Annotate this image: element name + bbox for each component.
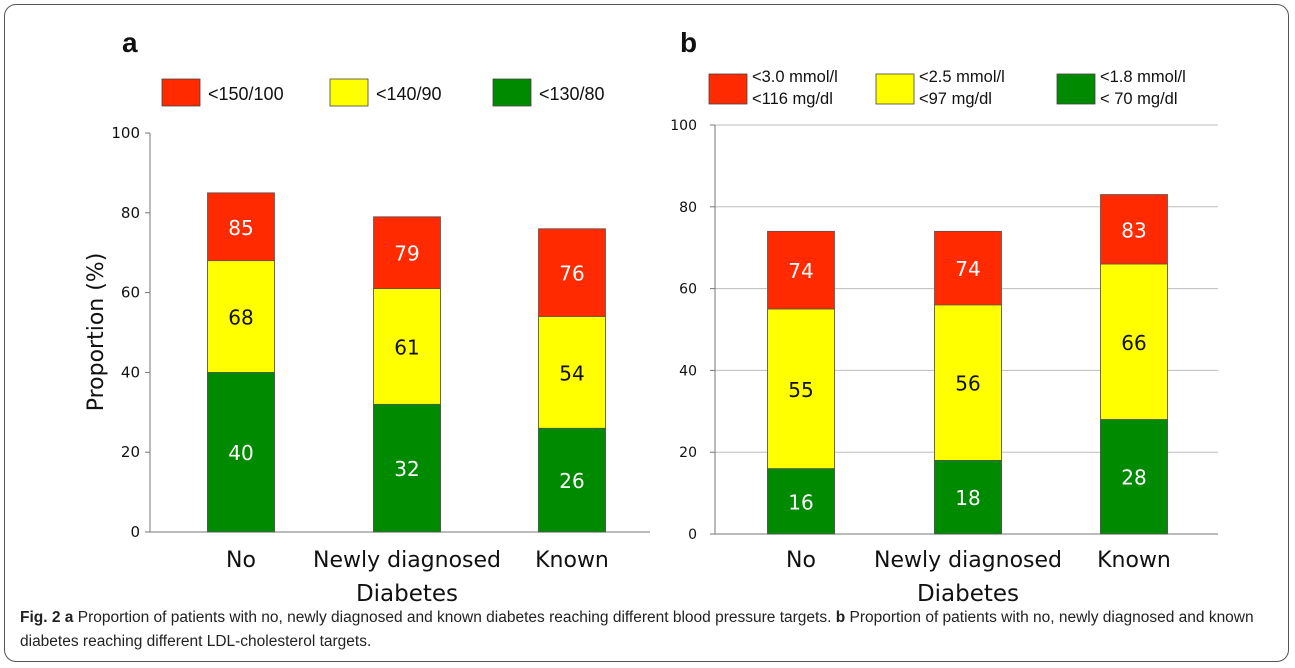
- panel-b-y-tick-label: 40: [679, 363, 697, 379]
- panel-a-legend-swatch-1: [161, 78, 201, 107]
- panel-a-category-label: No: [226, 548, 256, 573]
- panel-a-y-tick-label: 100: [111, 124, 140, 142]
- caption-a-text: Proportion of patients with no, newly di…: [77, 609, 832, 626]
- panel-b-legend-swatch-2: [875, 73, 915, 105]
- panel-a-y-tick-label: 0: [130, 523, 140, 541]
- panel-a-letter: a: [122, 27, 138, 58]
- panel-a-bar-3-1: [207, 371, 275, 533]
- panel-a-data-label: 68: [228, 306, 253, 330]
- caption-b-text: Proportion of patients with no, newly di…: [20, 609, 1254, 650]
- caption-fig-label: Fig. 2: [20, 609, 61, 626]
- panel-b-letter: b: [680, 27, 697, 58]
- panel-b-y-tick-label: 20: [679, 445, 697, 461]
- panel-b-legend-label-3: <1.8 mmol/l < 70 mg/dl: [1100, 68, 1186, 108]
- caption-b-label: b: [835, 609, 846, 626]
- panel-b-data-label: 83: [1121, 218, 1146, 242]
- panel-a-y-tick-label: 20: [121, 443, 140, 461]
- panel-b-legend-label-line: <97 mg/dl: [919, 90, 992, 108]
- panel-b-data-label: 18: [955, 486, 980, 510]
- panel-b-y-tick-label: 0: [688, 527, 697, 543]
- panel-a-data-label: 40: [228, 441, 253, 465]
- panel-b-category-label: Known: [1097, 548, 1171, 573]
- panel-b-data-label: 28: [1121, 466, 1146, 490]
- panel-b-legend-label-line: < 70 mg/dl: [1100, 90, 1178, 108]
- panel-a-y-axis-label: Proportion (%): [84, 253, 109, 412]
- panel-b-bar-3-2: [934, 459, 1002, 535]
- panel-a-legend-label-3: <130/80: [539, 84, 605, 104]
- panel-b-legend-label-2: <2.5 mmol/l <97 mg/dl: [919, 68, 1005, 108]
- panel-a-y-tick-label: 40: [121, 363, 140, 381]
- panel-b-data-label: 55: [788, 378, 813, 402]
- panel-a-y-tick-label: 80: [121, 204, 140, 222]
- panel-b-legend-label-line: <3.0 mmol/l: [752, 68, 838, 86]
- panel-a-legend-label-1: <150/100: [208, 84, 284, 104]
- panel-b-legend-label-1: <3.0 mmol/l <116 mg/dl: [752, 68, 838, 108]
- caption-a-label: a: [64, 609, 74, 626]
- panel-b-legend-label-line: <1.8 mmol/l: [1100, 68, 1186, 86]
- panel-a-data-label: 61: [394, 335, 419, 359]
- panel-a-bar-3-3: [538, 427, 606, 533]
- panel-a-bar-3-2: [373, 403, 441, 533]
- panel-b-data-label: 66: [1121, 331, 1146, 355]
- panel-b-bar-3-1: [767, 468, 835, 535]
- panel-b-category-label: No: [786, 548, 816, 573]
- panel-a-category-label: Known: [535, 548, 609, 573]
- panel-b-legend-label-line: <116 mg/dl: [752, 90, 833, 108]
- panel-b-category-label: Newly diagnosed: [874, 548, 1062, 573]
- panel-a-data-label: 26: [559, 469, 584, 493]
- panel-b-legend-swatch-1: [708, 73, 748, 105]
- panel-b-x-axis-label: Diabetes: [917, 581, 1019, 607]
- panel-b-y-tick-label: 80: [679, 200, 697, 216]
- panel-a-data-label: 32: [394, 457, 419, 481]
- panel-a-legend-swatch-3: [492, 78, 532, 107]
- panel-b-y-tick-label: 100: [670, 118, 697, 134]
- panel-a-legend-swatch-2: [329, 78, 369, 107]
- panel-a-category-label: Newly diagnosed: [313, 548, 501, 573]
- panel-b-bar-3-3: [1100, 419, 1168, 535]
- panel-b-legend-label-line: <2.5 mmol/l: [919, 68, 1005, 86]
- panel-a-legend-label-2: <140/90: [376, 84, 442, 104]
- panel-b-data-label: 16: [788, 490, 813, 514]
- panel-b-y-tick-label: 60: [679, 282, 697, 298]
- panel-b-data-label: 56: [955, 372, 980, 396]
- panel-a-data-label: 85: [228, 216, 253, 240]
- panel-a-data-label: 79: [394, 242, 419, 266]
- panel-b-data-label: 74: [955, 257, 980, 281]
- panel-a-x-axis-label: Diabetes: [356, 581, 458, 607]
- panel-a-data-label: 54: [559, 361, 584, 385]
- panel-a-y-tick-label: 60: [121, 284, 140, 302]
- figure-caption: Fig. 2 a Proportion of patients with no,…: [20, 606, 1270, 654]
- panel-b-legend-swatch-3: [1056, 73, 1096, 105]
- panel-b-data-label: 74: [788, 259, 813, 283]
- panel-a-data-label: 76: [559, 262, 584, 286]
